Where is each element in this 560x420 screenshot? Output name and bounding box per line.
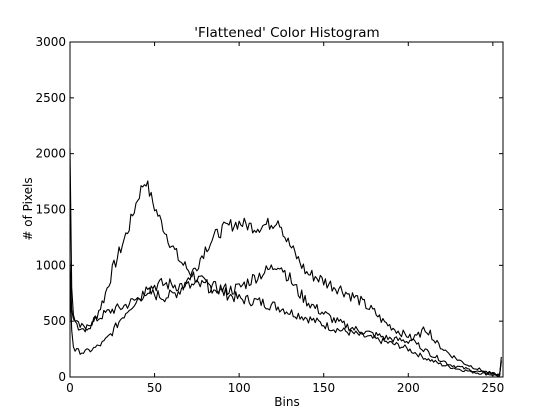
y-tick-label: 1500 xyxy=(35,203,66,217)
y-tick-label: 2000 xyxy=(35,147,66,161)
series-line-2 xyxy=(69,217,502,376)
x-tick-label: 200 xyxy=(397,381,420,395)
x-axis-label: Bins xyxy=(274,395,299,409)
y-tick-label: 1000 xyxy=(35,258,66,272)
y-axis-ticks: 0 500 1000 1500 2000 2500 3000 xyxy=(35,35,503,384)
x-tick-label: 250 xyxy=(481,381,504,395)
x-axis-ticks: 0 50 100 150 200 250 xyxy=(66,42,504,395)
x-tick-label: 100 xyxy=(228,381,251,395)
chart-title: 'Flattened' Color Histogram xyxy=(194,25,379,41)
y-tick-label: 3000 xyxy=(35,35,66,49)
x-tick-label: 150 xyxy=(312,381,335,395)
x-tick-label: 0 xyxy=(66,381,74,395)
y-axis-label: # of Pixels xyxy=(21,177,35,240)
series-line-1 xyxy=(69,148,502,377)
y-tick-label: 2500 xyxy=(35,91,66,105)
x-tick-label: 50 xyxy=(147,381,162,395)
y-tick-label: 0 xyxy=(58,370,66,384)
series-line-3 xyxy=(69,264,502,376)
series-layer xyxy=(69,148,502,377)
y-tick-label: 500 xyxy=(43,314,66,328)
